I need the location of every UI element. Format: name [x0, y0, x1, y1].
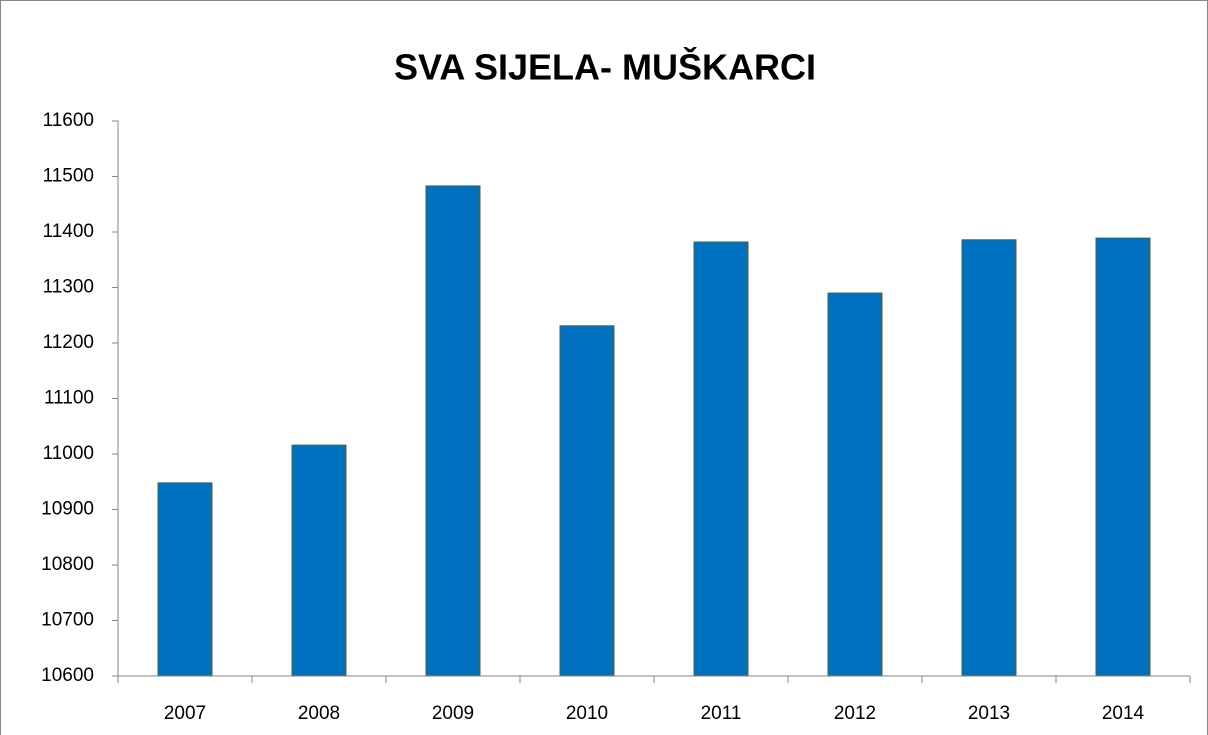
chart-title: SVA SIJELA- MUŠKARCI [394, 46, 816, 88]
y-tick-label: 11000 [43, 443, 94, 464]
bar [291, 444, 347, 677]
x-tick-label: 2013 [968, 703, 1010, 724]
y-tick-label: 11200 [43, 332, 94, 353]
bar [1095, 237, 1151, 677]
y-tick-label: 10600 [41, 665, 94, 686]
x-tick-label: 2007 [164, 703, 206, 724]
x-tick-label: 2010 [566, 703, 608, 724]
y-tick-label: 11500 [43, 166, 94, 187]
bar [157, 482, 213, 677]
bar [425, 185, 481, 677]
bar [559, 325, 615, 677]
x-tick-label: 2008 [298, 703, 340, 724]
x-tick-label: 2014 [1102, 703, 1145, 724]
x-tick-label: 2011 [701, 703, 742, 724]
y-tick-label: 11100 [44, 388, 94, 409]
y-tick-label: 11300 [43, 277, 94, 298]
y-tick-label: 11600 [43, 110, 94, 131]
x-tick-label: 2012 [834, 703, 876, 724]
bar [693, 241, 749, 677]
y-tick-label: 10900 [41, 499, 94, 520]
y-tick-label: 11400 [43, 221, 94, 242]
bar [961, 239, 1017, 677]
bar [827, 292, 883, 677]
y-tick-label: 10700 [41, 610, 94, 631]
y-tick-label: 10800 [41, 554, 94, 575]
x-tick-label: 2009 [432, 703, 474, 724]
